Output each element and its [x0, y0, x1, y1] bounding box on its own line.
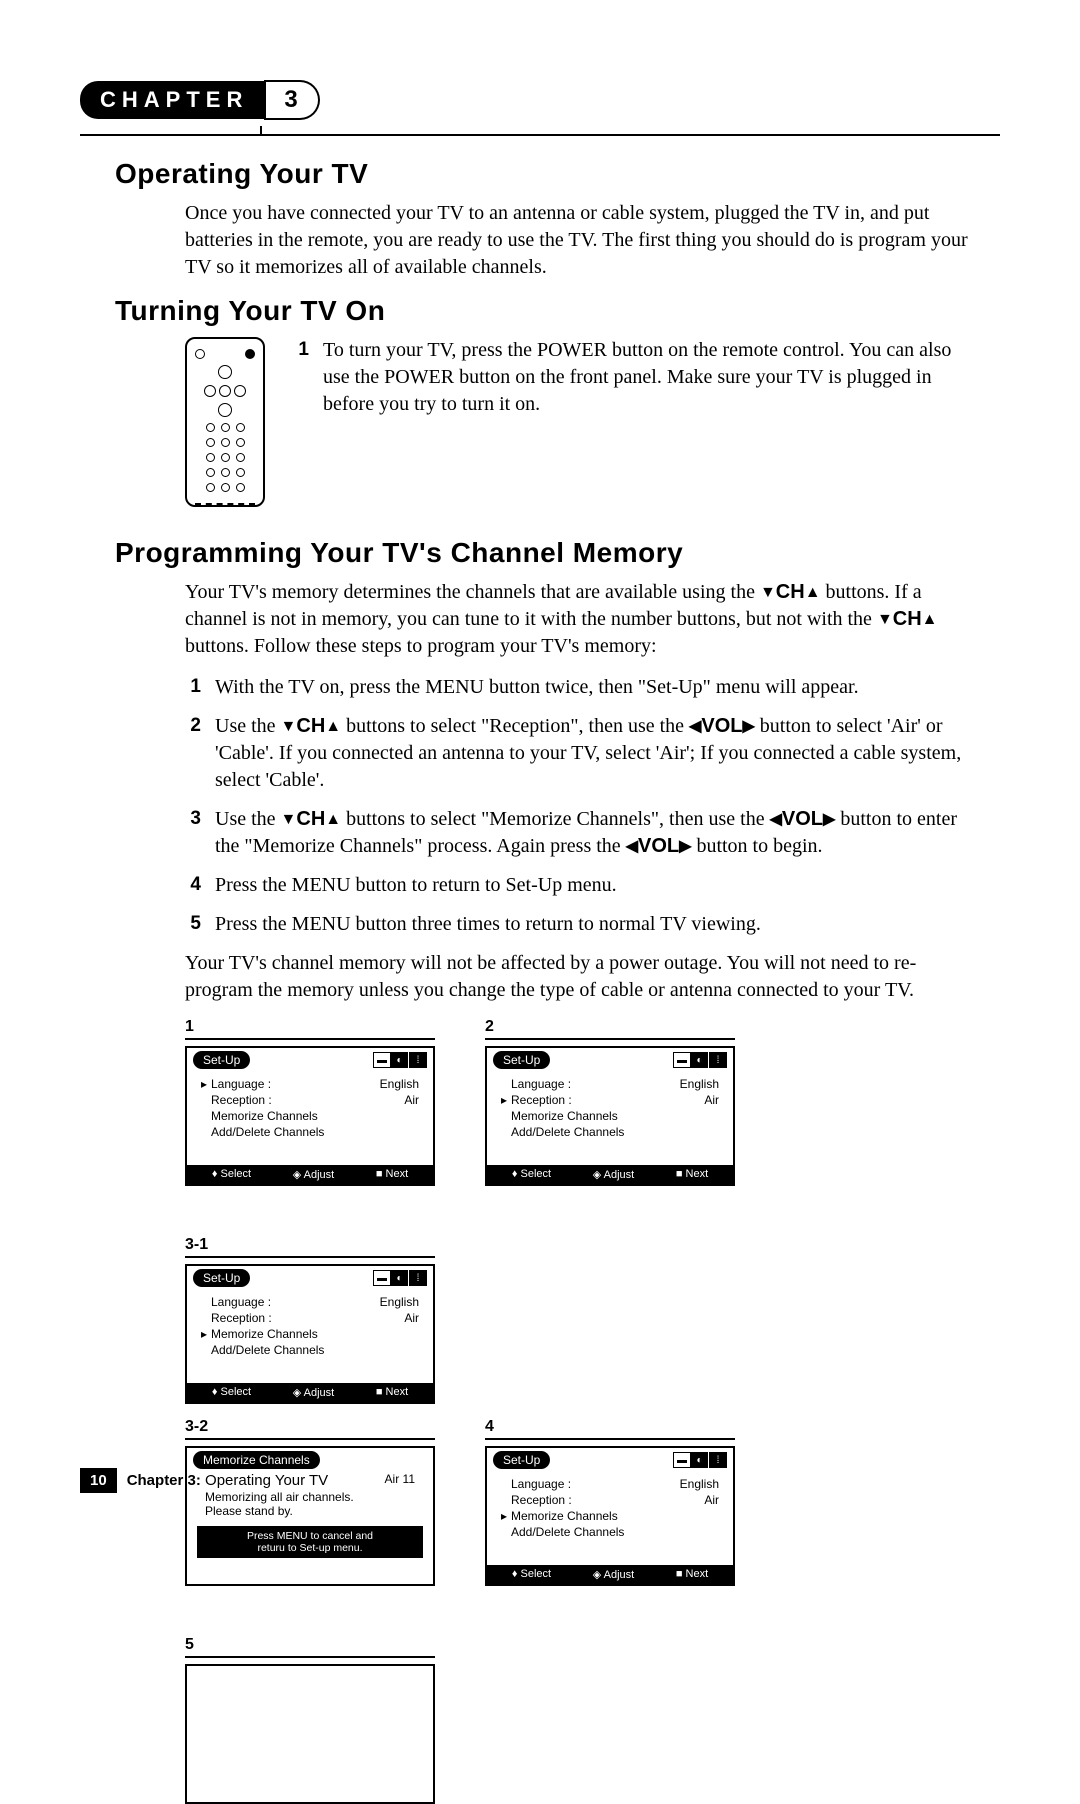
heading-programming: Programming Your TV's Channel Memory [115, 537, 1000, 569]
osd-2: 2 Set-Up ▬◐⁞ Language :English ▸Receptio… [485, 1018, 735, 1186]
chapter-stem [260, 126, 262, 134]
step-number: 1 [293, 337, 309, 418]
step-3: 3 Use the ▼CH▲ buttons to select "Memori… [185, 806, 980, 860]
osd-3-1: 3-1 Set-Up ▬◐⁞ Language :English Recepti… [185, 1236, 435, 1404]
chapter-rule [80, 134, 1000, 136]
chapter-label: CHAPTER [80, 81, 266, 119]
prog-outro: Your TV's channel memory will not be aff… [185, 950, 980, 1004]
tab-icon: ◐ [391, 1052, 409, 1068]
heading-operating: Operating Your TV [115, 158, 1000, 190]
tab-icon: ⁞ [409, 1052, 427, 1068]
osd-3-2: 3-2 Memorize Channels Air 11 Memorizing … [185, 1418, 435, 1586]
remote-diagram [185, 337, 265, 507]
chapter-badge: CHAPTER 3 [80, 80, 1000, 120]
tab-icon: ▬ [373, 1052, 391, 1068]
step-text: To turn your TV, press the POWER button … [323, 337, 980, 418]
heading-turning-on: Turning Your TV On [115, 295, 1000, 327]
osd-1: 1 Set-Up ▬◐⁞ ▸Language :English Receptio… [185, 1018, 435, 1186]
prog-intro: Your TV's memory determines the channels… [185, 579, 980, 660]
intro-para: Once you have connected your TV to an an… [185, 200, 980, 281]
step-1: 1 With the TV on, press the MENU button … [185, 674, 980, 701]
osd-5: 5 [185, 1636, 435, 1804]
osd-4: 4 Set-Up ▬◐⁞ Language :English Reception… [485, 1418, 735, 1586]
chapter-number: 3 [264, 80, 319, 120]
step-4: 4 Press the MENU button to return to Set… [185, 872, 980, 899]
page-footer: 10 Chapter 3: Operating Your TV [80, 1468, 328, 1493]
page-number: 10 [80, 1468, 117, 1493]
step-2: 2 Use the ▼CH▲ buttons to select "Recept… [185, 713, 980, 794]
step-5: 5 Press the MENU button three times to r… [185, 911, 980, 938]
osd-row-1: 1 Set-Up ▬◐⁞ ▸Language :English Receptio… [185, 1018, 1000, 1404]
